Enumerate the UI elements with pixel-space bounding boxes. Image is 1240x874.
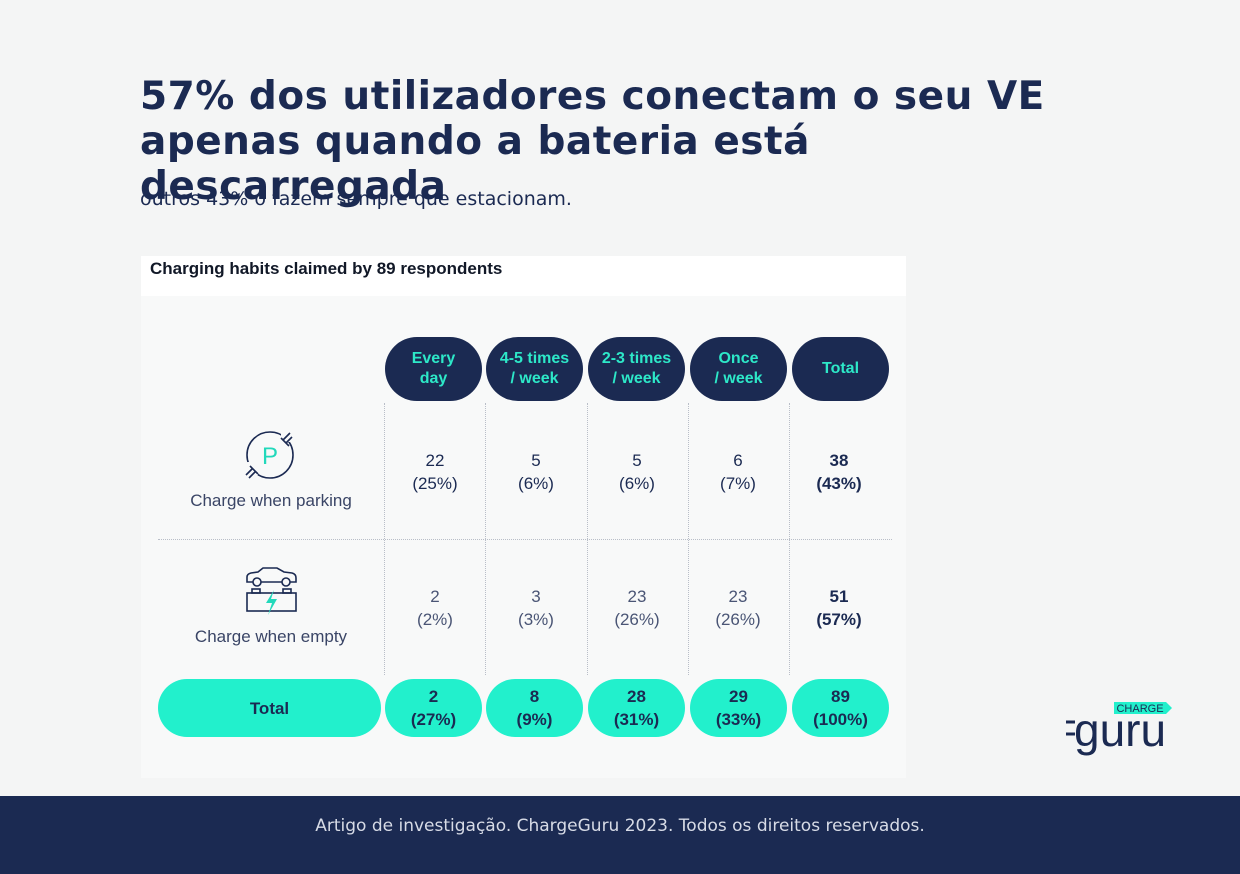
cell-empty-4-5-times: 3 (3%) <box>518 587 554 629</box>
total-all: 89 (100%) <box>792 679 889 737</box>
footer: Artigo de investigação. ChargeGuru 2023.… <box>0 796 1240 874</box>
logo-charge-text: CHARGE <box>1116 703 1163 715</box>
cell-empty-once: 23 (26%) <box>715 587 761 629</box>
cell-parking-2-3-times: 5 (6%) <box>619 451 655 493</box>
total-2-3-times: 28 (31%) <box>588 679 685 737</box>
cell-empty-2-3-times: 23 (26%) <box>614 587 660 629</box>
total-4-5-times: 8 (9%) <box>486 679 583 737</box>
column-header-2-3-times: 2-3 times / week <box>588 337 685 401</box>
row-label-parking: Charge when parking <box>190 491 352 510</box>
logo-guru-text: guru <box>1074 704 1166 756</box>
cell-parking-4-5-times: 5 (6%) <box>518 451 554 493</box>
chargeguru-logo: CHARGE guru <box>1066 702 1172 756</box>
total-every-day: 2 (27%) <box>385 679 482 737</box>
column-header-once: Once / week <box>690 337 787 401</box>
cell-parking-total: 38 (43%) <box>816 451 862 493</box>
row-label-empty: Charge when empty <box>194 627 348 646</box>
charging-habits-table: Charging habits claimed by 89 respondent… <box>141 256 906 778</box>
headline: 57% dos utilizadores conectam o seu VE a… <box>140 74 1045 209</box>
total-row-label: Total <box>158 679 381 737</box>
car-battery-icon <box>246 567 297 615</box>
subline: outros 43% o fazem sempre que estacionam… <box>140 188 572 210</box>
footer-text: Artigo de investigação. ChargeGuru 2023.… <box>315 816 925 836</box>
total-once: 29 (33%) <box>690 679 787 737</box>
column-header-every-day: Every day <box>385 337 482 401</box>
table-title: Charging habits claimed by 89 respondent… <box>150 259 503 278</box>
cell-parking-once: 6 (7%) <box>720 451 756 493</box>
column-header-4-5-times: 4-5 times / week <box>486 337 583 401</box>
column-header-total: Total <box>792 337 889 401</box>
cell-empty-every-day: 2 (2%) <box>417 587 453 629</box>
parking-plug-icon: P <box>245 431 294 479</box>
cell-parking-every-day: 22 (25%) <box>412 451 458 493</box>
table-header-bar: Charging habits claimed by 89 respondent… <box>141 256 906 296</box>
cell-empty-total: 51 (57%) <box>816 587 862 629</box>
row-divider <box>158 539 892 540</box>
svg-text:P: P <box>262 443 278 470</box>
